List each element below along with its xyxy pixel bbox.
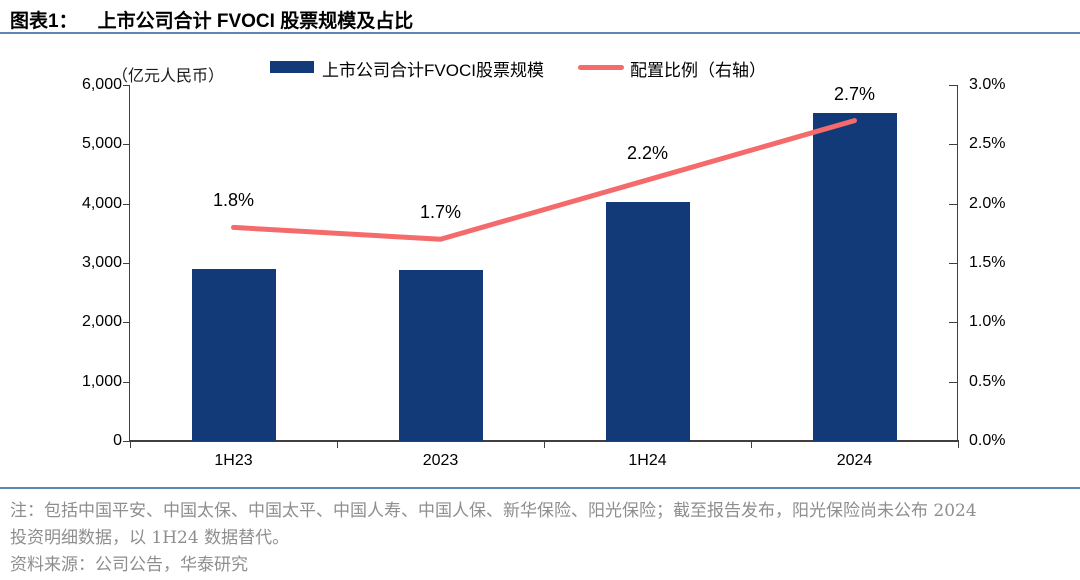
bar-1h24: [605, 201, 690, 441]
footnote-line-1: 注：包括中国平安、中国太保、中国太平、中国人寿、中国人保、新华保险、阳光保险；截…: [10, 501, 977, 521]
left-axis-unit-label: （亿元人民币）: [112, 68, 225, 85]
right-axis-tick: [949, 441, 957, 442]
right-axis-tick-label: 3.0%: [969, 76, 1006, 93]
line-point-label: 2.2%: [626, 142, 669, 163]
bar-1h23: [191, 268, 276, 441]
left-axis-tick-label: 1,000: [81, 372, 122, 390]
right-axis-tick: [949, 144, 957, 146]
legend-line-swatch: [578, 65, 624, 70]
left-axis-tick-label: 4,000: [81, 194, 122, 212]
left-axis-tick: [123, 203, 129, 205]
left-axis-tick: [123, 144, 129, 146]
left-axis-tick-label: 0: [113, 432, 122, 449]
right-y-axis: [957, 85, 958, 442]
line-point-label: 1.8%: [212, 190, 255, 211]
right-axis-tick: [949, 85, 957, 86]
chart-title: 图表1： 上市公司合计 FVOCI 股票规模及占比: [10, 6, 413, 33]
right-axis-tick: [949, 203, 957, 205]
line-point-label: 1.7%: [419, 202, 462, 223]
title-divider-rule: [0, 32, 1080, 34]
left-axis-tick-label: 5,000: [81, 135, 122, 153]
legend-bar-label: 上市公司合计FVOCI股票规模: [322, 61, 544, 80]
x-axis: [129, 440, 959, 442]
right-axis-tick-label: 0.5%: [969, 372, 1006, 390]
x-axis-tick: [958, 442, 959, 448]
line-point-label: 2.7%: [833, 83, 876, 104]
left-axis-tick-label: 2,000: [81, 313, 122, 331]
bar-2023: [398, 270, 483, 441]
right-axis-tick: [949, 322, 957, 324]
right-axis-tick-label: 1.0%: [969, 313, 1006, 331]
x-axis-category-label: 1H24: [628, 452, 667, 469]
left-axis-tick-label: 3,000: [81, 254, 122, 271]
right-axis-tick-label: 0.0%: [969, 432, 1006, 449]
right-axis-tick: [949, 381, 957, 383]
figure-number: 图表1：: [10, 11, 78, 32]
left-y-axis: [129, 85, 130, 442]
left-axis-tick: [123, 441, 129, 442]
footer-divider-rule: [0, 487, 1080, 489]
x-axis-tick: [130, 442, 131, 448]
trend-line: [231, 118, 857, 242]
x-axis-category-label: 2023: [422, 452, 459, 469]
left-axis-tick-label: 6,000: [81, 76, 122, 93]
x-axis-category-label: 2024: [836, 452, 873, 469]
right-axis-tick: [949, 263, 957, 264]
footnote-line-2: 投资明细数据，以 1H24 数据替代。: [10, 528, 290, 548]
x-axis-tick: [751, 442, 752, 448]
x-axis-tick: [544, 442, 545, 448]
source-text: 资料来源：公司公告，华泰研究: [10, 555, 248, 575]
x-axis-category-label: 1H23: [214, 452, 253, 469]
right-axis-tick-label: 2.0%: [969, 194, 1006, 212]
legend-bar-swatch: [270, 61, 314, 73]
bar-2024: [812, 113, 897, 441]
right-axis-tick-label: 2.5%: [969, 135, 1006, 153]
left-axis-tick: [123, 85, 129, 86]
legend-line-label: 配置比例（右轴）: [630, 61, 766, 80]
chart-title-text: 上市公司合计 FVOCI 股票规模及占比: [97, 11, 414, 32]
x-axis-tick: [337, 442, 338, 448]
left-axis-tick: [123, 263, 129, 264]
left-axis-tick: [123, 322, 129, 324]
left-axis-tick: [123, 381, 129, 383]
right-axis-tick-label: 1.5%: [969, 254, 1006, 271]
